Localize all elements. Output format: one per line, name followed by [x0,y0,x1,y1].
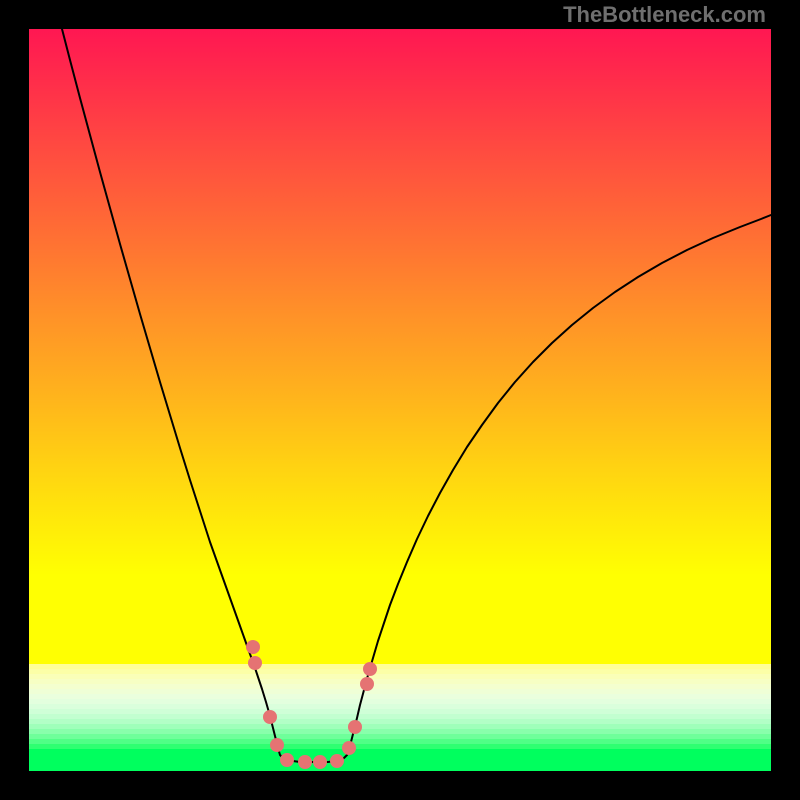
watermark-text: TheBottleneck.com [563,2,766,28]
chart-container: TheBottleneck.com [0,0,800,800]
bottleneck-chart [0,0,800,800]
